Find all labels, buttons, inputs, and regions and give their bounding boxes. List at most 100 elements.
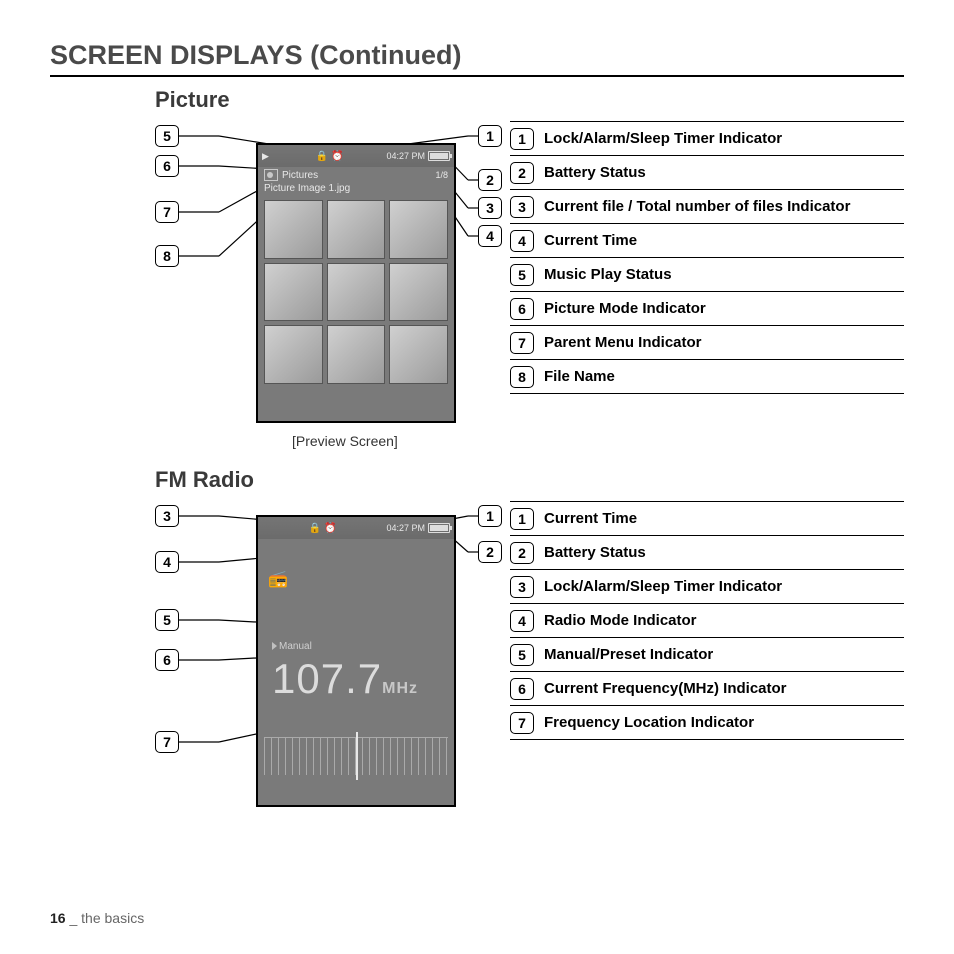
fm-unit: MHz (382, 680, 418, 697)
section-title-picture: Picture (155, 87, 904, 113)
legend-item: 1 Lock/Alarm/Sleep Timer Indicator (510, 121, 904, 156)
legend-number-box: 4 (510, 230, 534, 252)
picture-legend: 1 Lock/Alarm/Sleep Timer Indicator 2 Batter… (510, 119, 904, 394)
thumbnail (389, 200, 448, 259)
diagram-callout-box: 5 (155, 609, 179, 631)
picture-statusbar: ▶ 🔒 ⏰ 04:27 PM (258, 145, 454, 167)
legend-text: Current Time (544, 510, 637, 529)
legend-item: 6 Current Frequency(MHz) Indicator (510, 672, 904, 706)
legend-text: File Name (544, 368, 615, 387)
thumbnail (264, 200, 323, 259)
legend-number-box: 8 (510, 366, 534, 388)
legend-item: 7 Parent Menu Indicator (510, 326, 904, 360)
legend-number-box: 6 (510, 678, 534, 700)
legend-item: 5Music Play Status (510, 258, 904, 292)
picture-diagram-col: ▶ 🔒 ⏰ 04:27 PM Pictures 1/8 Picture Imag… (50, 119, 510, 459)
fm-statusbar: 🔒 ⏰ 04:27 PM (258, 517, 454, 539)
legend-item: 7 Frequency Location Indicator (510, 706, 904, 740)
picture-filename: Picture Image 1.jpg (258, 181, 454, 198)
page-number: 16 (50, 910, 66, 926)
lock-icon: 🔒 (316, 151, 328, 162)
diagram-callout-box: 2 (478, 169, 502, 191)
thumbnail (389, 263, 448, 322)
legend-text: Manual/Preset Indicator (544, 646, 713, 665)
fm-frequency: 107.7MHz (272, 655, 418, 703)
picture-menu-label: Pictures (282, 170, 318, 181)
diagram-callout-box: 8 (155, 245, 179, 267)
fm-device-screen: 🔒 ⏰ 04:27 PM 📻 Manual 107.7MHz (256, 515, 456, 807)
diagram-callout-box: 6 (155, 155, 179, 177)
thumbnail (327, 325, 386, 384)
legend-item: 2 Battery Status (510, 536, 904, 570)
legend-text: Current Time (544, 232, 637, 251)
picture-mode-icon (264, 169, 278, 181)
radio-mode-icon: 📻 (268, 569, 288, 589)
legend-text: Radio Mode Indicator (544, 612, 697, 631)
legend-number-box: 2 (510, 542, 534, 564)
section-title-fm: FM Radio (155, 467, 904, 493)
diagram-callout-box: 7 (155, 731, 179, 753)
thumbnail (389, 325, 448, 384)
picture-section-row: ▶ 🔒 ⏰ 04:27 PM Pictures 1/8 Picture Imag… (50, 119, 904, 459)
fm-dial-needle (356, 732, 358, 780)
legend-number-box: 3 (510, 576, 534, 598)
footer-section-name: the basics (81, 910, 144, 926)
legend-text: Parent Menu Indicator (544, 334, 702, 353)
picture-header: Pictures 1/8 (258, 167, 454, 181)
play-status-icon: ▶ (262, 151, 273, 162)
legend-number-box: 1 (510, 508, 534, 530)
picture-caption: [Preview Screen] (292, 433, 398, 449)
page-footer: 16 _ the basics (50, 910, 144, 926)
thumbnail (327, 200, 386, 259)
legend-item: 4 Current Time (510, 224, 904, 258)
thumbnail (264, 263, 323, 322)
fm-diagram-col: 🔒 ⏰ 04:27 PM 📻 Manual 107.7MHz (50, 499, 510, 819)
legend-number-box: 7 (510, 712, 534, 734)
diagram-callout-box: 3 (478, 197, 502, 219)
fm-legend: 1Current Time2Battery Status3Lock/Alarm/… (510, 499, 904, 740)
legend-text: Battery Status (544, 164, 646, 183)
picture-thumbnail-grid (258, 198, 454, 390)
legend-number-box: 6 (510, 298, 534, 320)
legend-text: Picture Mode Indicator (544, 300, 706, 319)
fm-section-row: 🔒 ⏰ 04:27 PM 📻 Manual 107.7MHz (50, 499, 904, 819)
alarm-icon: ⏰ (331, 151, 343, 162)
legend-text: Current Frequency(MHz) Indicator (544, 680, 787, 699)
diagram-callout-box: 5 (155, 125, 179, 147)
legend-text: Battery Status (544, 544, 646, 563)
picture-file-counter: 1/8 (435, 170, 448, 180)
diagram-callout-box: 1 (478, 505, 502, 527)
footer-separator: _ (69, 910, 81, 926)
picture-device-screen: ▶ 🔒 ⏰ 04:27 PM Pictures 1/8 Picture Imag… (256, 143, 456, 423)
diagram-callout-box: 1 (478, 125, 502, 147)
legend-number-box: 3 (510, 196, 534, 218)
lock-icon: 🔒 (309, 523, 321, 534)
alarm-icon: ⏰ (324, 523, 336, 534)
legend-text: Frequency Location Indicator (544, 714, 754, 733)
thumbnail (327, 263, 386, 322)
diagram-callout-box: 3 (155, 505, 179, 527)
diagram-callout-box: 4 (478, 225, 502, 247)
legend-item: 1 Current Time (510, 501, 904, 536)
diagram-callout-box: 6 (155, 649, 179, 671)
legend-text: Music Play Status (544, 266, 672, 285)
legend-number-box: 7 (510, 332, 534, 354)
fm-frequency-value: 107.7 (272, 655, 382, 702)
legend-number-box: 1 (510, 128, 534, 150)
legend-item: 3 Current file / Total number of files In… (510, 190, 904, 224)
battery-icon (428, 151, 450, 161)
legend-text: Lock/Alarm/Sleep Timer Indicator (544, 130, 782, 149)
legend-item: 8 File Name (510, 360, 904, 394)
diagram-callout-box: 2 (478, 541, 502, 563)
fm-frequency-dial (264, 737, 448, 775)
legend-number-box: 2 (510, 162, 534, 184)
legend-text: Current file / Total number of files Ind… (544, 198, 850, 217)
legend-number-box: 5 (510, 644, 534, 666)
legend-item: 2 Battery Status (510, 156, 904, 190)
fm-time: 04:27 PM (386, 523, 425, 533)
legend-item: 5 Manual/Preset Indicator (510, 638, 904, 672)
picture-time: 04:27 PM (386, 151, 425, 161)
legend-item: 6 Picture Mode Indicator (510, 292, 904, 326)
legend-number-box: 4 (510, 610, 534, 632)
diagram-callout-box: 7 (155, 201, 179, 223)
